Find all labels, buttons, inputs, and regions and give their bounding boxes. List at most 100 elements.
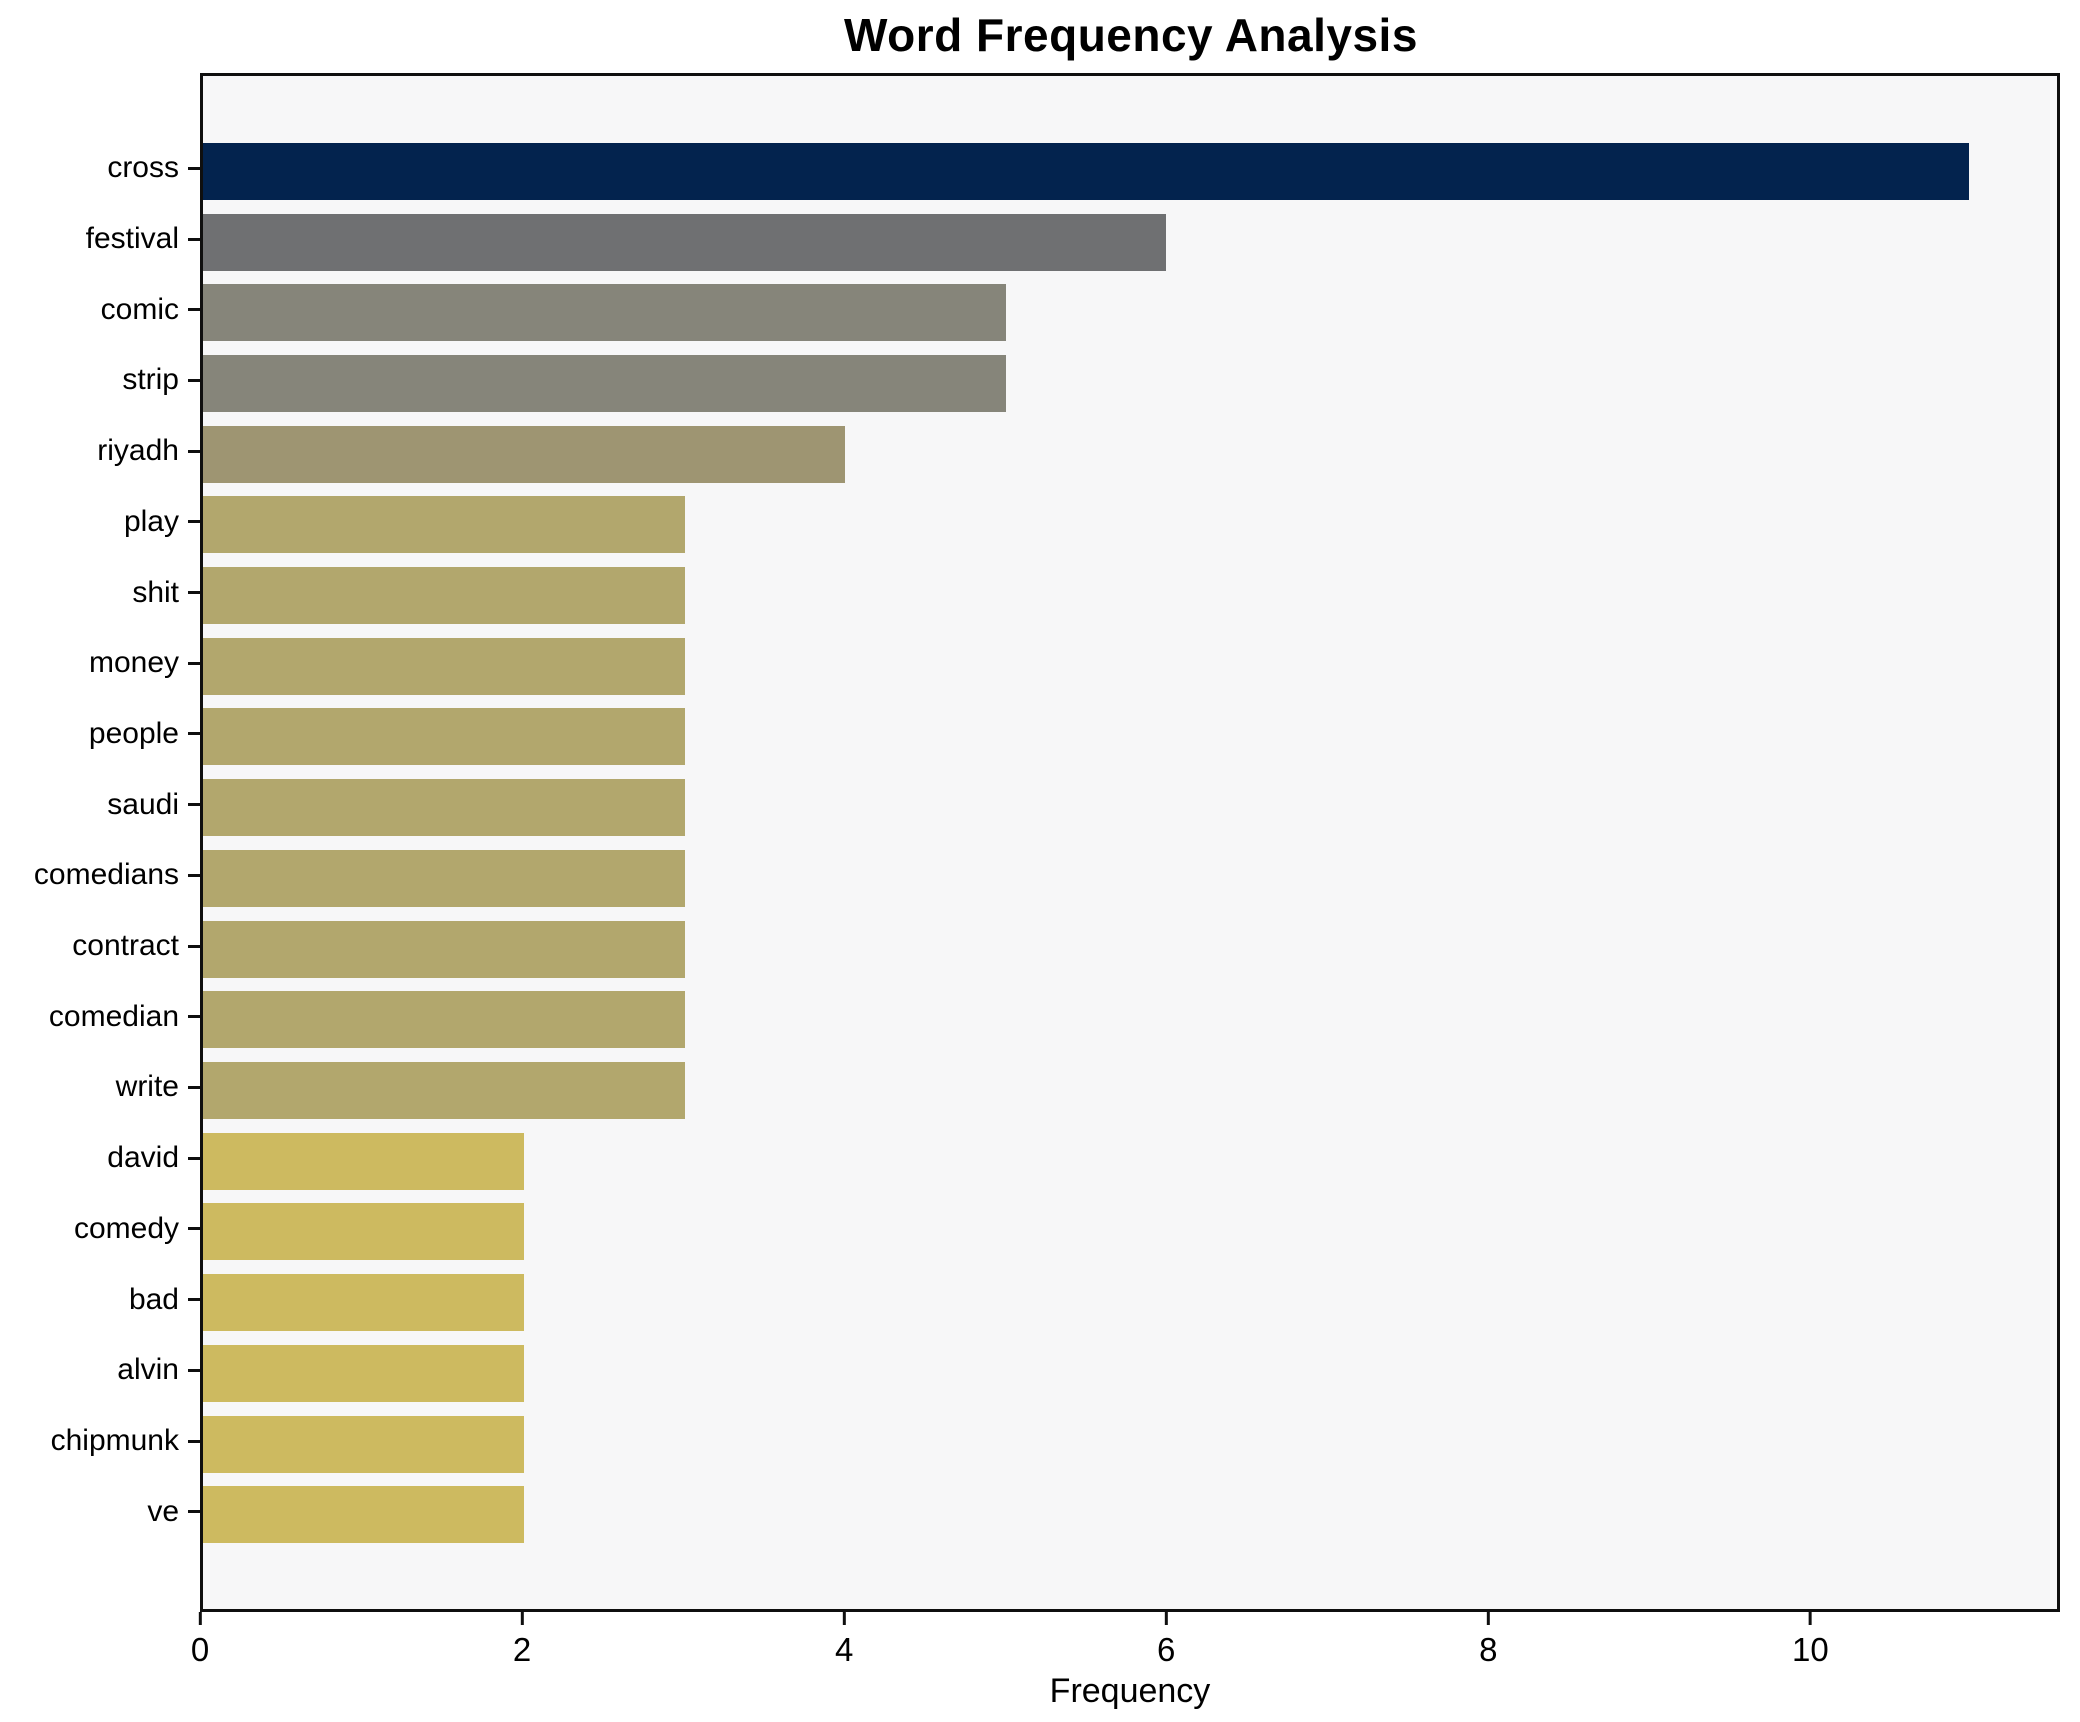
bar-contract bbox=[203, 920, 685, 978]
y-tick-row: strip bbox=[0, 345, 200, 416]
bar-cross bbox=[203, 142, 1969, 200]
x-tick-label: 0 bbox=[190, 1631, 210, 1668]
y-tick-mark bbox=[188, 661, 200, 665]
x-tick-6: 6 bbox=[1157, 1612, 1175, 1669]
y-tick-row: festival bbox=[0, 204, 200, 275]
y-tick-label-comic: comic bbox=[100, 292, 179, 326]
y-tick-row: comic bbox=[0, 274, 200, 345]
y-tick-mark bbox=[188, 237, 200, 241]
bars-container bbox=[203, 136, 2057, 1550]
bar-row bbox=[203, 277, 2057, 348]
bar-alvin bbox=[203, 1344, 525, 1402]
y-axis-labels: cross festival comic strip riyadh play shit mon… bbox=[0, 133, 200, 1547]
x-tick-mark bbox=[1164, 1612, 1168, 1625]
bar-festival bbox=[203, 213, 1167, 271]
y-tick-row: contract bbox=[0, 911, 200, 982]
bar-row bbox=[203, 207, 2057, 278]
y-tick-label-david: david bbox=[107, 1141, 179, 1175]
x-tick-mark bbox=[198, 1612, 202, 1625]
y-tick-mark bbox=[188, 1368, 200, 1372]
bar-play bbox=[203, 496, 685, 554]
y-tick-label-festival: festival bbox=[85, 222, 179, 256]
y-tick-label-contract: contract bbox=[72, 929, 179, 963]
y-tick-mark bbox=[188, 1156, 200, 1160]
bar-strip bbox=[203, 354, 1006, 412]
x-tick-0: 0 bbox=[191, 1612, 209, 1669]
bar-row bbox=[203, 843, 2057, 914]
x-tick-8: 8 bbox=[1479, 1612, 1497, 1669]
y-tick-label-comedian: comedian bbox=[48, 999, 179, 1033]
bar-comedians bbox=[203, 849, 685, 907]
y-tick-mark bbox=[188, 1227, 200, 1231]
bar-row bbox=[203, 772, 2057, 843]
bar-row bbox=[203, 984, 2057, 1055]
y-tick-row: comedian bbox=[0, 981, 200, 1052]
bar-bad bbox=[203, 1274, 525, 1332]
bar-david bbox=[203, 1132, 525, 1190]
bar-row bbox=[203, 631, 2057, 702]
y-tick-mark bbox=[188, 944, 200, 948]
bar-write bbox=[203, 1061, 685, 1119]
y-tick-label-bad: bad bbox=[128, 1282, 179, 1316]
x-tick-mark bbox=[520, 1612, 524, 1625]
y-tick-mark bbox=[188, 732, 200, 736]
y-tick-row: comedy bbox=[0, 1194, 200, 1265]
y-tick-row: shit bbox=[0, 557, 200, 628]
y-tick-row: write bbox=[0, 1052, 200, 1123]
y-tick-label-comedy: comedy bbox=[73, 1211, 179, 1245]
x-axis-ticks: 0 2 4 6 8 10 bbox=[191, 1612, 2060, 1692]
y-tick-mark bbox=[188, 520, 200, 524]
bar-comedian bbox=[203, 991, 685, 1049]
bar-row bbox=[203, 1267, 2057, 1338]
y-tick-mark bbox=[188, 1439, 200, 1443]
bar-comic bbox=[203, 284, 1006, 342]
bar-row bbox=[203, 419, 2057, 490]
bar-row bbox=[203, 702, 2057, 773]
x-tick-label: 8 bbox=[1479, 1631, 1498, 1668]
y-tick-mark bbox=[188, 1510, 200, 1514]
x-tick-mark bbox=[842, 1612, 846, 1625]
y-tick-label-saudi: saudi bbox=[107, 787, 179, 821]
y-tick-row: saudi bbox=[0, 769, 200, 840]
y-tick-row: bad bbox=[0, 1264, 200, 1335]
bar-row bbox=[203, 348, 2057, 419]
x-tick-10: 10 bbox=[1792, 1612, 1829, 1669]
y-tick-row: chipmunk bbox=[0, 1406, 200, 1477]
y-tick-row: cross bbox=[0, 133, 200, 204]
x-tick-mark bbox=[1808, 1612, 1812, 1625]
bar-row bbox=[203, 1126, 2057, 1197]
y-tick-label-riyadh: riyadh bbox=[97, 434, 179, 468]
bar-shit bbox=[203, 567, 685, 625]
y-tick-row: comedians bbox=[0, 840, 200, 911]
bar-row bbox=[203, 1338, 2057, 1409]
x-tick-label: 6 bbox=[1157, 1631, 1176, 1668]
y-tick-row: people bbox=[0, 699, 200, 770]
y-tick-mark bbox=[188, 1015, 200, 1019]
y-tick-label-write: write bbox=[115, 1070, 179, 1104]
y-tick-label-people: people bbox=[88, 716, 179, 750]
y-tick-mark bbox=[188, 166, 200, 170]
bar-riyadh bbox=[203, 425, 846, 483]
y-tick-label-cross: cross bbox=[107, 151, 179, 185]
y-tick-label-strip: strip bbox=[122, 363, 179, 397]
bar-row bbox=[203, 1409, 2057, 1480]
y-tick-label-money: money bbox=[88, 646, 179, 680]
y-tick-label-comedians: comedians bbox=[33, 858, 179, 892]
bar-people bbox=[203, 708, 685, 766]
x-tick-4: 4 bbox=[835, 1612, 853, 1669]
bar-row bbox=[203, 1479, 2057, 1550]
y-tick-row: alvin bbox=[0, 1335, 200, 1406]
bar-row bbox=[203, 1197, 2057, 1268]
bar-row bbox=[203, 1055, 2057, 1126]
y-tick-row: play bbox=[0, 487, 200, 558]
bar-money bbox=[203, 637, 685, 695]
y-tick-mark bbox=[188, 591, 200, 595]
x-axis-label: Frequency bbox=[1049, 1672, 1211, 1710]
y-tick-label-play: play bbox=[123, 504, 179, 538]
y-tick-label-chipmunk: chipmunk bbox=[50, 1424, 179, 1457]
x-tick-label: 4 bbox=[834, 1631, 854, 1668]
y-tick-mark bbox=[188, 449, 200, 453]
y-tick-row: david bbox=[0, 1123, 200, 1194]
bar-row bbox=[203, 914, 2057, 985]
